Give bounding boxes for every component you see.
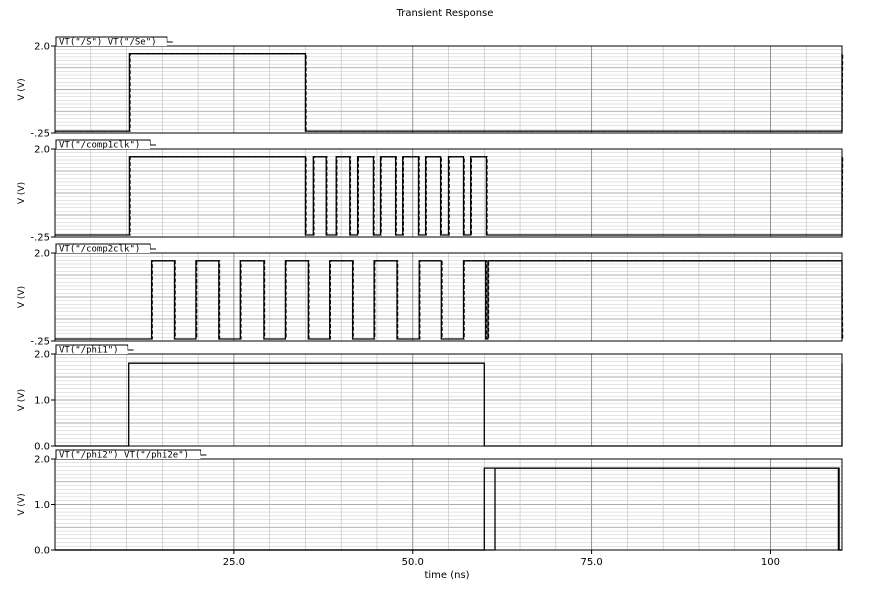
legend-tab-fill [57,38,167,46]
y-axis-label: V (V) [17,286,27,308]
panel-3: 2.0 -.25 V (V) VT("/comp2clk") [17,243,844,348]
y-tick-label: 1.0 [34,396,50,407]
legend-tab-fill [57,141,150,149]
legend-tab-fill [57,451,201,459]
x-tick-label: 50.0 [402,557,424,568]
legend-label: VT("/S") VT("/Se") [59,38,157,48]
y-axis-label: V (V) [17,78,27,100]
legend-tab-fill [57,346,128,354]
legend-tab-fill [57,245,150,253]
y-tick-label: -.25 [30,129,50,140]
chart-title: Transient Response [396,8,494,19]
series-1-line [55,260,843,340]
panel-5: 2.0 1.0 0.0 V (V) VT("/phi2") VT("/phi2e") [17,449,843,557]
x-tick-label: 100 [761,557,780,568]
panel-2: 2.0 -.25 V (V) VT("/comp1clk") [17,139,844,244]
series-2-line [55,260,844,340]
y-axis-label: V (V) [17,389,27,411]
series-2-line [55,467,842,551]
y-tick-label: 0.0 [34,546,50,557]
y-tick-label: 2.0 [34,249,50,260]
series-2-line [55,156,844,236]
series-1-line [55,362,843,447]
legend-label: VT("/comp1clk") [59,141,140,151]
y-axis-label: V (V) [17,493,27,515]
panel-1: 2.0 -.25 V (V) VT("/S") VT("/Se") [17,36,844,140]
x-tick-label: 75.0 [580,557,602,568]
y-tick-label: -.25 [30,337,50,348]
y-tick-label: 2.0 [34,455,50,466]
x-axis-label: time (ns) [424,570,469,581]
y-tick-label: -.25 [30,233,50,244]
series-2-line [55,53,844,132]
y-axis-label: V (V) [17,182,27,204]
legend-label: VT("/phi2") VT("/phi2e") [59,451,189,461]
x-tick-label: 25.0 [223,557,245,568]
y-tick-label: 2.0 [34,350,50,361]
y-tick-label: 1.0 [34,500,50,511]
y-tick-label: 2.0 [34,42,50,53]
y-tick-label: 2.0 [34,145,50,156]
legend-label: VT("/comp2clk") [59,245,140,255]
panel-4: 2.0 1.0 0.0 V (V) VT("/phi1") [17,344,843,453]
legend-label: VT("/phi1") [59,346,119,356]
panels-group: 2.0 -.25 V (V) VT("/S") VT("/Se") 2.0 -.25 V (… [17,36,844,568]
y-tick-label: 0.0 [34,442,50,453]
